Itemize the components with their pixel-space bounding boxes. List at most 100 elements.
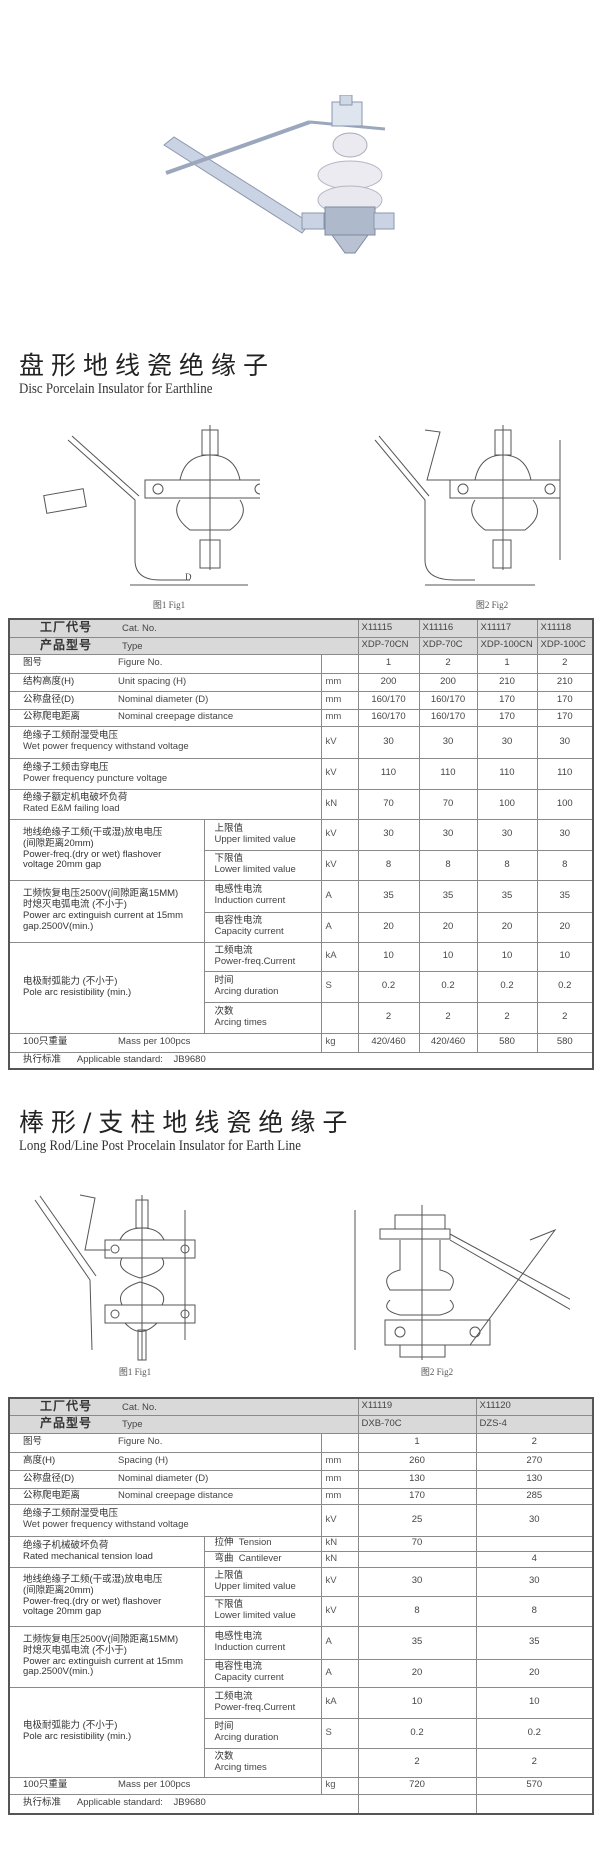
value-cell: 170 xyxy=(476,690,538,710)
group-label-line: 电极耐弧能力 (不小于) xyxy=(23,1720,118,1732)
value-cell: 570 xyxy=(475,1776,594,1795)
unit-cell: mm xyxy=(320,1487,359,1505)
group-label: 绝缘子机械破坏负荷 Rated mechanical tension load xyxy=(8,1535,205,1568)
sub-label-en: Lower limited value xyxy=(214,1610,296,1621)
value-cell: 70 xyxy=(357,1535,477,1552)
table-row: 工厂代号 Cat. No. X11115 X11116 X11117 X11118 xyxy=(8,618,594,638)
value-cell: 35 xyxy=(418,879,478,913)
section1-fig1-drawing: D xyxy=(43,425,260,586)
row-label-en: Nominal diameter (D) xyxy=(118,693,209,705)
value-cell: 170 xyxy=(536,690,594,710)
table-row: 绝缘子机械破坏负荷 Rated mechanical tension load 拉伸… xyxy=(8,1535,594,1568)
group-label-line: gap.2500V(min.) xyxy=(23,920,94,932)
sub-label-en: Arcing duration xyxy=(214,985,279,997)
table-row: 地线绝缘子工频(干或湿)放电电压 (间隙距离20mm) Power-freq.(dr… xyxy=(8,818,594,881)
value-cell: 30 xyxy=(476,725,538,759)
group-label-line: 工频恢复电压2500V(间隙距离15MM) xyxy=(23,888,179,900)
value-cell: 0.2 xyxy=(476,970,538,1003)
row-label-en: Mass per 100pcs xyxy=(118,1036,191,1048)
standard-label-cn: 执行标准 xyxy=(23,1797,62,1809)
value-cell: 2 xyxy=(475,1747,594,1778)
sub-label-en: Induction current xyxy=(214,1641,286,1653)
sub-label: 下限值 Lower limited value xyxy=(203,849,322,881)
value-cell: 30 xyxy=(536,725,594,759)
sub-label-cn: 下限值 xyxy=(214,853,244,865)
sub-label: 工频电流 Power-freq.Current xyxy=(203,1686,322,1719)
value-cell: 20 xyxy=(476,911,538,943)
group-label: 工频恢复电压2500V(间隙距离15MM) 时熄灭电弧电流 (不小于) Power … xyxy=(8,879,205,943)
spec-table-rod-insulator: 工厂代号 Cat. No. X11119 X11120 产品型号 Type DXB-70C D… xyxy=(8,1397,594,1815)
sub-label-en: Arcing times xyxy=(214,1761,267,1773)
section1-fig2-drawing xyxy=(374,425,561,586)
value-cell: 25 xyxy=(357,1503,477,1537)
unit-cell: kV xyxy=(320,818,359,851)
row-label-cn: 结构高度(H) xyxy=(23,675,75,687)
value-cell: 30 xyxy=(418,725,478,759)
value-cell: 580 xyxy=(536,1032,594,1053)
value-cell xyxy=(475,1535,594,1552)
row-label-cn: 公称盘径(D) xyxy=(23,1472,75,1484)
value-cell: 20 xyxy=(475,1658,594,1688)
row-label-cn: 公称盘径(D) xyxy=(23,693,75,705)
row-label: 高度(H) Spacing (H) xyxy=(8,1451,322,1471)
row-label-cn: 绝缘子额定机电破坏负荷 xyxy=(23,792,128,804)
value-cell: 200 xyxy=(357,672,420,692)
group-label-line: 地线绝缘子工频(干或湿)放电电压 xyxy=(23,1573,163,1585)
cat-no-value: X11120 xyxy=(475,1397,594,1416)
table-row: 下限值 Lower limited value kV 8 8 xyxy=(9,1595,594,1627)
unit-cell: S xyxy=(320,1717,359,1749)
section2-fig2-drawing xyxy=(354,1205,570,1360)
value-cell: 0.2 xyxy=(357,970,420,1003)
value-cell xyxy=(475,1793,594,1815)
row-label: 绝缘子工频耐湿受电压 Wet power frequency withstand … xyxy=(8,1503,322,1537)
value-cell: 30 xyxy=(357,1566,477,1597)
cat-no-value: X11117 xyxy=(476,618,538,638)
value-cell: 420/460 xyxy=(357,1032,420,1053)
sub-label-cn: 电感性电流 xyxy=(214,1630,263,1642)
table-row: 执行标准 Applicable standard: JB9680 xyxy=(8,1793,594,1815)
value-cell: 30 xyxy=(418,818,478,851)
value-cell: 20 xyxy=(536,911,594,943)
table-row: 电极耐弧能力 (不小于) Pole arc resistibility (min.… xyxy=(8,1686,594,1778)
type-value: XDP-100CN xyxy=(476,636,538,655)
table-row: 图号 Figure No. 1 2 1 2 xyxy=(8,653,594,674)
value-cell xyxy=(357,1793,477,1815)
sub-label-cn: 电感性电流 xyxy=(214,884,263,896)
table-row: 弯曲 Cantilever kN 4 xyxy=(9,1550,594,1568)
sub-label-cn: 时间 xyxy=(214,974,234,986)
row-label: 公称盘径(D) Nominal diameter (D) xyxy=(8,1469,322,1489)
value-cell: 35 xyxy=(476,879,538,913)
row-label-cn: 100只重量 xyxy=(23,1779,68,1791)
value-cell: 20 xyxy=(357,1658,477,1688)
row-label-en: Wet power frequency withstand voltage xyxy=(23,1519,189,1530)
value-cell: 0.2 xyxy=(357,1717,477,1749)
value-cell: 1 xyxy=(476,653,538,674)
row-label-en: Power frequency puncture voltage xyxy=(23,772,168,784)
row-label-cn: 100只重量 xyxy=(23,1036,68,1048)
row-label: 100只重量 Mass per 100pcs xyxy=(8,1776,322,1795)
section2-title-en: Long Rod/Line Post Procelain Insulator f… xyxy=(19,1138,301,1154)
standard-label-cn: 执行标准 xyxy=(23,1053,62,1065)
row-label: 绝缘子工频耐湿受电压 Wet power frequency withstand … xyxy=(8,725,322,759)
table-row: 工频恢复电压2500V(间隙距离15MM) 时熄灭电弧电流 (不小于) Power … xyxy=(8,1625,594,1688)
group-label-line: voltage 20mm gap xyxy=(23,1606,102,1618)
table-row: 结构高度(H) Unit spacing (H) mm 200 200 210 210 xyxy=(8,672,594,692)
value-cell: 10 xyxy=(357,1686,477,1719)
value-cell: 10 xyxy=(357,941,420,972)
value-cell: 35 xyxy=(357,1625,477,1660)
type-label-cn: 产品型号 xyxy=(39,1416,92,1431)
row-label: 公称爬电距离 Nominal creepage distance xyxy=(8,708,322,727)
value-cell: 160/170 xyxy=(418,708,478,727)
standard-value: JB9680 xyxy=(173,1797,206,1809)
value-cell: 130 xyxy=(357,1469,477,1489)
type-value: XDP-70C xyxy=(418,636,478,655)
row-label-en: Rated E&M failing load xyxy=(23,803,120,814)
table-row: 公称爬电距离 Nominal creepage distance mm 170 285 xyxy=(8,1487,594,1505)
unit-cell: kN xyxy=(320,1535,359,1552)
sub-label-cn: 工频电流 xyxy=(214,944,253,956)
type-label-en: Type xyxy=(122,640,143,652)
sub-label: 弯曲 Cantilever xyxy=(203,1550,322,1568)
sub-label: 电容性电流 Capacity current xyxy=(203,1658,322,1688)
value-cell: 170 xyxy=(536,708,594,727)
value-cell: 30 xyxy=(475,1566,594,1597)
